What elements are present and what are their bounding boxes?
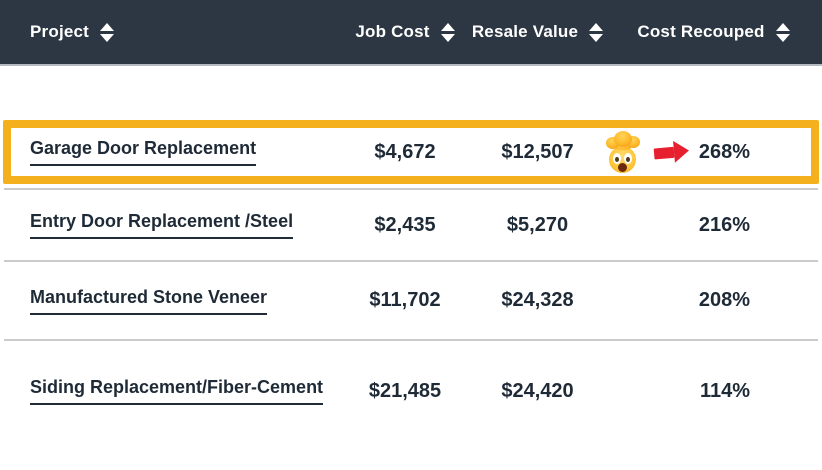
cost-recouped-value: 114% xyxy=(699,379,750,402)
sort-up-arrow xyxy=(775,22,790,31)
cost-recouped-value: 268% xyxy=(698,140,750,163)
row-divider xyxy=(4,188,818,190)
table-row-entry-door: Entry Door Replacement /Steel $2,435 $5,… xyxy=(0,190,822,260)
column-header-project-label: Project xyxy=(30,22,90,41)
column-header-cost-recouped[interactable]: Cost Recouped xyxy=(605,22,822,42)
sort-icon[interactable] xyxy=(440,22,455,42)
column-header-job-cost[interactable]: Job Cost xyxy=(340,22,470,42)
sort-down-arrow xyxy=(775,33,790,42)
column-header-resale-value-label: Resale Value xyxy=(471,22,579,41)
row-divider xyxy=(4,339,818,341)
resale-value-cell: $12,507 xyxy=(501,140,574,163)
cost-recouped-cell: 216% xyxy=(605,214,822,237)
resale-value-cell: $24,420 xyxy=(501,379,574,402)
column-header-cost-recouped-label: Cost Recouped xyxy=(637,22,765,41)
job-cost-cell: $4,672 xyxy=(374,140,436,163)
cost-recouped-value: 208% xyxy=(698,289,750,311)
project-cell: Entry Door Replacement /Steel xyxy=(0,211,340,239)
table-row-siding: Siding Replacement/Fiber-Cement $21,485 … xyxy=(0,341,822,441)
sort-up-arrow xyxy=(589,22,604,31)
cost-recouped-cell: 208% xyxy=(605,289,822,312)
job-cost-cell: $2,435 xyxy=(374,213,436,236)
row-divider xyxy=(4,260,818,262)
job-cost-cell: $21,485 xyxy=(368,379,442,402)
project-cell: Manufactured Stone Veneer xyxy=(0,287,340,315)
resale-value-cell: $24,328 xyxy=(501,289,574,311)
sort-down-arrow xyxy=(589,33,604,42)
exploding-head-emoji xyxy=(604,130,641,174)
column-header-job-cost-label: Job Cost xyxy=(355,22,430,41)
cost-recouped-value: 216% xyxy=(698,213,750,236)
sort-icon[interactable] xyxy=(100,22,115,42)
table-row-stone-veneer: Manufactured Stone Veneer $11,702 $24,32… xyxy=(0,262,822,339)
resale-value-cell: $5,270 xyxy=(506,213,569,236)
red-right-arrow-icon xyxy=(653,139,690,165)
project-link[interactable]: Manufactured Stone Veneer xyxy=(30,287,268,315)
cost-recouped-cell: 114% xyxy=(605,380,822,403)
project-link[interactable]: Garage Door Replacement xyxy=(30,138,257,166)
cost-recouped-cell: 268% xyxy=(604,130,822,174)
sort-down-arrow xyxy=(440,33,455,42)
column-header-resale-value[interactable]: Resale Value xyxy=(470,22,605,42)
sort-icon[interactable] xyxy=(589,22,604,42)
project-cell: Siding Replacement/Fiber-Cement xyxy=(0,377,340,405)
job-cost-cell: $11,702 xyxy=(369,289,441,311)
sort-down-arrow xyxy=(100,33,115,42)
table-row-garage-door: Garage Door Replacement $4,672 $12,507 2… xyxy=(0,120,822,184)
sort-up-arrow xyxy=(440,22,455,31)
project-link[interactable]: Siding Replacement/Fiber-Cement xyxy=(30,377,324,405)
sort-up-arrow xyxy=(100,22,115,31)
project-link[interactable]: Entry Door Replacement /Steel xyxy=(30,211,294,239)
column-header-project[interactable]: Project xyxy=(0,22,340,42)
table-header: Project Job Cost Resale Value Cost Recou… xyxy=(0,0,822,66)
sort-icon[interactable] xyxy=(775,22,790,42)
project-cell: Garage Door Replacement xyxy=(0,138,340,166)
